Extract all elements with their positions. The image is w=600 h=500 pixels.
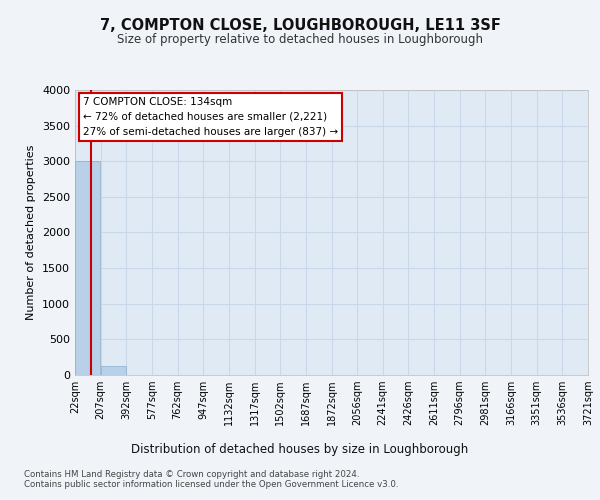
Text: Distribution of detached houses by size in Loughborough: Distribution of detached houses by size … — [131, 442, 469, 456]
Text: Size of property relative to detached houses in Loughborough: Size of property relative to detached ho… — [117, 32, 483, 46]
Text: 7 COMPTON CLOSE: 134sqm
← 72% of detached houses are smaller (2,221)
27% of semi: 7 COMPTON CLOSE: 134sqm ← 72% of detache… — [83, 97, 338, 136]
Text: Contains HM Land Registry data © Crown copyright and database right 2024.: Contains HM Land Registry data © Crown c… — [24, 470, 359, 479]
Bar — [76, 161, 100, 375]
Bar — [101, 366, 126, 375]
Y-axis label: Number of detached properties: Number of detached properties — [26, 145, 37, 320]
Text: Contains public sector information licensed under the Open Government Licence v3: Contains public sector information licen… — [24, 480, 398, 489]
Text: 7, COMPTON CLOSE, LOUGHBOROUGH, LE11 3SF: 7, COMPTON CLOSE, LOUGHBOROUGH, LE11 3SF — [100, 18, 500, 32]
